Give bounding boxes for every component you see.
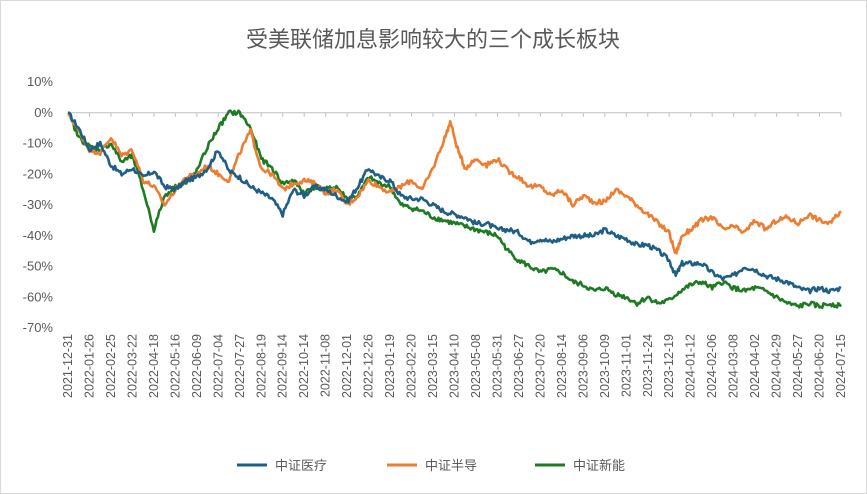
x-tick-label: 2022-07-04 <box>211 334 225 398</box>
y-tick-label: 0% <box>34 105 53 120</box>
x-tick-label: 2023-04-10 <box>448 334 462 398</box>
series-line <box>68 111 842 295</box>
x-tick-label: 2023-01-19 <box>383 334 397 398</box>
x-tick-label: 2022-03-22 <box>125 334 139 398</box>
x-tick-label: 2023-12-19 <box>662 334 676 398</box>
x-tick-label: 2022-05-16 <box>168 334 182 398</box>
x-tick-label: 2023-06-27 <box>512 334 526 398</box>
y-tick-label: -60% <box>23 289 54 304</box>
x-tick-label: 2024-02-06 <box>705 334 719 398</box>
legend-label: 中证半导 <box>425 459 477 474</box>
legend-label: 中证新能 <box>573 458 625 474</box>
y-axis: 10% 0% -10% -20% -30% -40% -50% -60% -70% <box>23 74 54 335</box>
x-tick-label: 2023-09-06 <box>576 334 590 398</box>
legend: 中证医疗 中证半导 中证新能 <box>237 458 625 474</box>
y-tick-label: 10% <box>27 74 53 89</box>
x-tick-label: 2022-10-14 <box>297 334 311 398</box>
x-tick-label: 2024-06-20 <box>813 334 827 398</box>
x-tick-label: 2023-07-20 <box>533 334 547 398</box>
chart-title: 受美联储加息影响较大的三个成长板块 <box>246 28 620 53</box>
x-tick-label: 2023-08-14 <box>555 334 569 398</box>
x-tick-label: 2022-09-14 <box>276 334 290 398</box>
x-tick-label: 2024-04-29 <box>770 334 784 398</box>
x-tick-label: 2022-12-26 <box>362 334 376 398</box>
y-tick-label: -50% <box>23 259 54 274</box>
x-tick-label: 2023-02-20 <box>405 334 419 398</box>
x-tick-label: 2022-06-09 <box>190 334 204 398</box>
x-tick-label: 2024-04-02 <box>748 334 762 398</box>
x-tick-label: 2023-11-01 <box>619 334 633 397</box>
series-layer <box>67 109 843 310</box>
x-tick-label: 2022-02-25 <box>104 334 118 398</box>
y-tick-label: -10% <box>23 136 54 151</box>
y-tick-label: -30% <box>23 197 54 212</box>
x-tick-label: 2023-05-31 <box>490 334 504 398</box>
x-tick-label: 2023-03-15 <box>426 334 440 398</box>
x-tick-label: 2023-10-09 <box>598 334 612 398</box>
x-tick-label: 2022-11-08 <box>319 334 333 397</box>
legend-label: 中证医疗 <box>275 459 327 474</box>
x-axis: 2021-12-31 2022-01-26 2022-02-25 2022-03-22… <box>61 112 848 398</box>
series-line <box>67 111 842 255</box>
x-tick-label: 2024-05-27 <box>791 334 805 398</box>
y-tick-label: -20% <box>23 166 54 181</box>
x-tick-label: 2022-04-18 <box>147 334 161 398</box>
x-tick-label: 2022-07-27 <box>233 334 247 398</box>
x-tick-label: 2021-12-31 <box>61 334 75 398</box>
x-tick-label: 2022-08-19 <box>254 334 268 398</box>
x-tick-label: 2024-01-12 <box>684 334 698 398</box>
x-tick-label: 2022-12-01 <box>340 334 354 398</box>
x-tick-label: 2024-07-15 <box>834 334 848 398</box>
x-tick-label: 2024-03-08 <box>727 334 741 398</box>
x-tick-label: 2023-05-08 <box>469 334 483 398</box>
y-tick-label: -40% <box>23 228 54 243</box>
x-tick-label: 2023-11-24 <box>641 334 655 397</box>
x-tick-label: 2022-01-26 <box>82 334 96 398</box>
series-line <box>67 109 843 310</box>
y-tick-label: -70% <box>23 320 54 335</box>
